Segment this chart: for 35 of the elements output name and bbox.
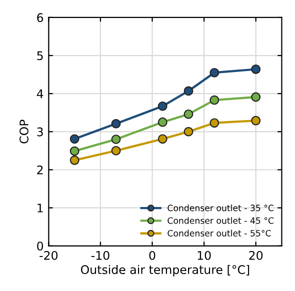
point: [70, 146, 80, 156]
point: [184, 109, 194, 119]
legend-label: Condenser outlet - 55°C: [168, 230, 271, 236]
point: [251, 92, 261, 102]
point: [251, 64, 261, 74]
point: [210, 95, 220, 105]
point: [111, 146, 121, 156]
legend-label: Condenser outlet - 35 °C: [168, 204, 274, 212]
y-axis-title: COP: [20, 120, 28, 144]
x-tick-label: -20: [40, 250, 58, 260]
x-tick-label: -10: [91, 250, 110, 260]
point: [184, 126, 194, 136]
x-tick-label: 20: [249, 250, 263, 260]
point: [184, 86, 194, 96]
y-tick-label: 6: [37, 13, 44, 22]
point: [158, 117, 168, 127]
point: [70, 134, 80, 144]
point: [111, 118, 121, 128]
y-tick-label: 3: [37, 127, 43, 136]
y-tick-label: 5: [37, 51, 43, 60]
point: [210, 68, 220, 78]
point: [70, 156, 80, 165]
x-tick-label: 10: [198, 250, 211, 260]
y-tick-label: 2: [37, 165, 43, 174]
point: [210, 118, 220, 128]
x-axis-title: Outside air temperature [°C]: [80, 264, 250, 276]
x-tick-label: 0: [149, 250, 156, 260]
point: [158, 101, 168, 111]
point: [158, 134, 168, 144]
point: [111, 134, 121, 144]
y-tick-label: 0: [37, 242, 44, 251]
legend-label: Condenser outlet - 45 °C: [168, 217, 274, 224]
y-tick-label: 1: [38, 204, 43, 212]
point: [251, 116, 261, 126]
y-tick-label: 4: [36, 89, 44, 98]
